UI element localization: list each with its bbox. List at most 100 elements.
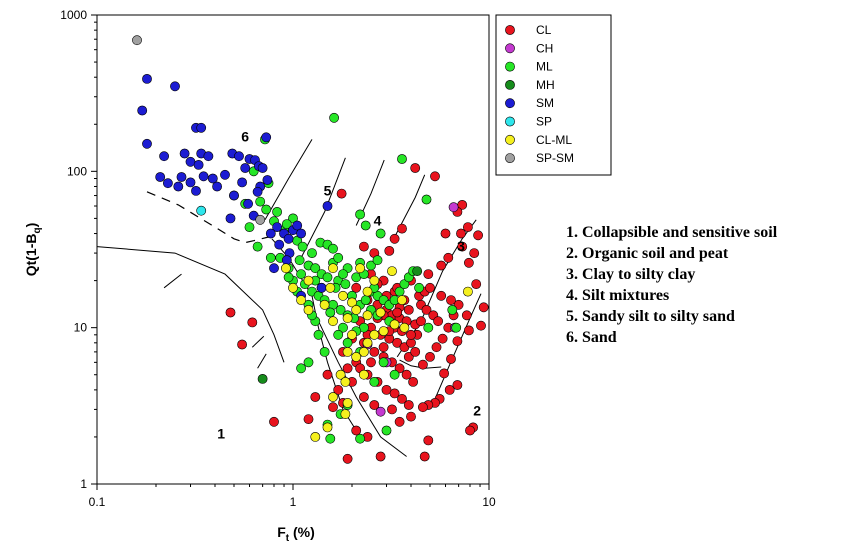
data-point bbox=[292, 220, 303, 231]
data-point bbox=[431, 342, 442, 353]
data-point bbox=[328, 243, 338, 254]
legend-marker bbox=[505, 134, 515, 145]
data-point bbox=[408, 376, 418, 387]
data-point bbox=[303, 357, 314, 368]
zone-label-3: 3 bbox=[457, 238, 465, 254]
data-point bbox=[461, 310, 472, 321]
data-point bbox=[419, 451, 430, 462]
data-point bbox=[328, 316, 338, 327]
data-point bbox=[191, 185, 201, 196]
legend-marker bbox=[505, 43, 515, 54]
data-point bbox=[423, 322, 434, 333]
data-point bbox=[176, 172, 187, 182]
data-point bbox=[342, 313, 353, 324]
data-point bbox=[478, 302, 489, 313]
data-point bbox=[410, 346, 421, 357]
data-point bbox=[237, 339, 247, 350]
data-point bbox=[366, 357, 376, 368]
data-point bbox=[389, 369, 400, 380]
boundary-line bbox=[163, 273, 182, 289]
data-point bbox=[159, 151, 169, 162]
data-point bbox=[274, 239, 285, 250]
data-point bbox=[360, 295, 371, 305]
data-point bbox=[338, 322, 348, 333]
legend-item: ML bbox=[505, 60, 553, 74]
data-point bbox=[310, 431, 321, 442]
data-point bbox=[329, 112, 339, 123]
data-point bbox=[310, 392, 321, 402]
data-point bbox=[296, 269, 306, 279]
data-point bbox=[316, 282, 327, 293]
data-point bbox=[342, 453, 353, 464]
data-points bbox=[132, 35, 489, 464]
data-point bbox=[340, 409, 351, 419]
y-tick-label: 100 bbox=[67, 164, 87, 178]
data-point bbox=[403, 351, 414, 362]
data-point bbox=[325, 282, 336, 293]
data-point bbox=[366, 260, 376, 271]
data-point bbox=[351, 304, 362, 315]
data-point bbox=[369, 329, 380, 340]
data-point bbox=[240, 163, 251, 173]
data-point bbox=[423, 435, 434, 446]
legend-marker bbox=[505, 80, 515, 90]
data-point bbox=[372, 255, 383, 266]
data-point bbox=[463, 257, 474, 268]
data-point bbox=[340, 279, 351, 289]
series-sm bbox=[137, 74, 333, 301]
data-point bbox=[137, 105, 148, 116]
data-point bbox=[425, 282, 435, 293]
data-point bbox=[362, 337, 373, 348]
data-point bbox=[381, 425, 392, 436]
data-point bbox=[412, 266, 423, 276]
data-point bbox=[423, 269, 434, 279]
data-point bbox=[433, 316, 443, 327]
data-point bbox=[319, 299, 330, 310]
y-axis-title: Qt(1-Bq) bbox=[23, 223, 43, 277]
data-point bbox=[452, 336, 463, 346]
data-point bbox=[473, 230, 483, 241]
data-point bbox=[142, 74, 152, 84]
data-point bbox=[229, 190, 239, 201]
data-point bbox=[358, 369, 369, 380]
data-point bbox=[170, 81, 180, 92]
data-point bbox=[456, 228, 466, 239]
legend-label: CH bbox=[536, 41, 553, 55]
data-point bbox=[430, 171, 440, 182]
legend-label: SP-SM bbox=[536, 151, 574, 165]
boundary-line bbox=[318, 320, 407, 457]
data-point bbox=[322, 369, 333, 380]
data-point bbox=[338, 290, 348, 301]
data-point bbox=[196, 205, 207, 216]
data-point bbox=[319, 346, 330, 357]
data-point bbox=[443, 252, 454, 263]
data-point bbox=[294, 255, 305, 266]
data-point bbox=[333, 384, 344, 395]
data-point bbox=[322, 272, 333, 283]
data-point bbox=[310, 263, 321, 274]
data-point bbox=[410, 163, 421, 173]
data-point bbox=[469, 248, 480, 258]
data-point bbox=[179, 148, 190, 159]
data-point bbox=[132, 35, 142, 46]
data-point bbox=[303, 304, 314, 315]
data-point bbox=[416, 316, 426, 327]
legend-label: CL bbox=[536, 23, 552, 37]
zone-description: 2. Organic soil and peat bbox=[566, 245, 729, 262]
data-point bbox=[244, 222, 255, 232]
data-point bbox=[280, 263, 291, 274]
data-point bbox=[355, 209, 365, 220]
data-point bbox=[269, 416, 279, 427]
data-point bbox=[203, 151, 214, 162]
legend-label: SP bbox=[536, 115, 552, 129]
data-point bbox=[335, 369, 346, 380]
data-point bbox=[272, 206, 282, 217]
legend-marker bbox=[505, 116, 515, 127]
data-point bbox=[162, 178, 173, 189]
data-point bbox=[384, 245, 395, 256]
data-point bbox=[375, 406, 386, 417]
zone-label-4: 4 bbox=[374, 213, 382, 229]
legend-box bbox=[495, 14, 612, 176]
data-point bbox=[375, 228, 386, 239]
